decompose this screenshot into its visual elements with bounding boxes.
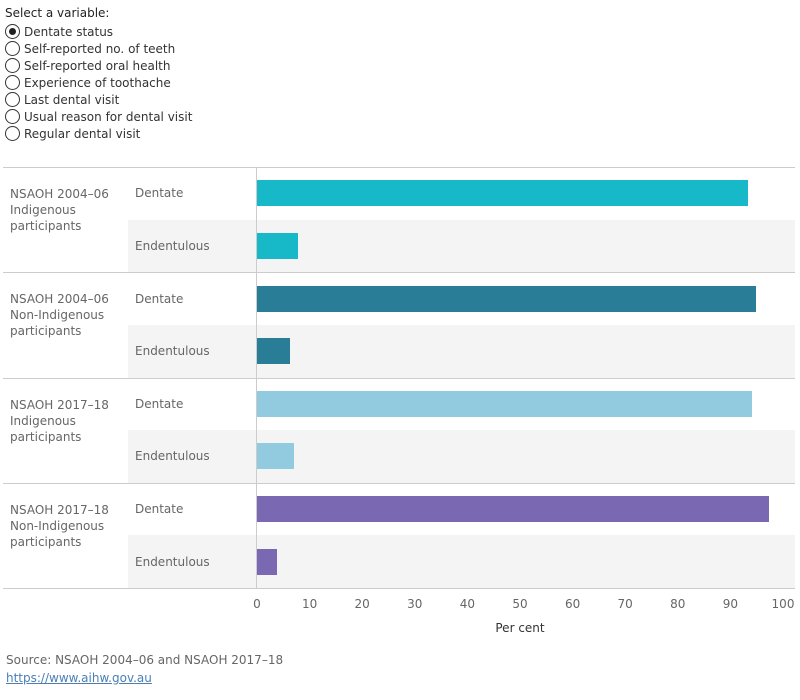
radio[interactable] [5, 75, 20, 90]
radio-dot [9, 28, 16, 35]
x-tick-label: 90 [722, 597, 739, 611]
radio-option[interactable]: Usual reason for dental visit [24, 110, 193, 124]
radio[interactable] [5, 58, 20, 73]
x-tick-label: 40 [459, 597, 476, 611]
axis-line [256, 167, 257, 588]
bar [257, 180, 748, 207]
x-tick-label: 0 [253, 597, 261, 611]
group-label: NSAOH 2017–18 Non-Indigenous participant… [10, 502, 109, 549]
radio-option[interactable]: Self-reported no. of teeth [24, 42, 176, 56]
radio[interactable] [5, 126, 20, 141]
separator [3, 167, 795, 168]
radio-option[interactable]: Experience of toothache [24, 76, 171, 90]
x-axis-title: Per cent [495, 621, 545, 635]
control-label: Select a variable: [5, 6, 110, 20]
x-tick-label: 70 [617, 597, 633, 611]
group-label: NSAOH 2017–18 Indigenous participants [10, 397, 109, 444]
x-tick-label: 10 [301, 597, 318, 611]
bar [257, 443, 294, 470]
bar [257, 548, 277, 575]
bar [257, 496, 769, 523]
x-tick-label: 20 [354, 597, 370, 611]
category-label: Dentate [135, 291, 184, 306]
category-label: Dentate [135, 396, 184, 411]
x-tick-label: 60 [564, 597, 581, 611]
bar [257, 232, 299, 259]
group-label: NSAOH 2004–06 Non-Indigenous participant… [10, 292, 109, 339]
x-tick-label: 100 [771, 597, 795, 611]
bar [257, 390, 752, 417]
row-band [128, 219, 795, 273]
x-tick-label: 80 [670, 597, 686, 611]
x-tick-label: 50 [512, 597, 528, 611]
separator [3, 482, 795, 484]
radio-option[interactable]: Self-reported oral health [24, 59, 171, 73]
separator [3, 588, 795, 589]
row-band [128, 430, 795, 483]
radio[interactable] [5, 92, 20, 107]
radio[interactable] [5, 41, 20, 56]
category-label: Endentulous [135, 554, 210, 569]
source: Source: NSAOH 2004–06 and NSAOH 2017–18 [6, 653, 284, 667]
radio[interactable] [5, 109, 20, 124]
group-label: NSAOH 2004–06 Indigenous participants [10, 187, 109, 233]
row-band [128, 324, 795, 378]
bar [257, 285, 757, 312]
bar [257, 338, 291, 365]
separator [3, 377, 795, 379]
category-label: Dentate [135, 502, 184, 517]
radio-option[interactable]: Regular dental visit [24, 127, 141, 141]
category-label: Dentate [135, 186, 184, 201]
link[interactable]: https://www.aihw.gov.au [6, 671, 152, 685]
category-label: Endentulous [135, 238, 210, 253]
category-label: Endentulous [135, 344, 210, 359]
separator [3, 272, 795, 274]
radio-option[interactable]: Dentate status [24, 25, 114, 39]
radio-option[interactable]: Last dental visit [24, 93, 120, 107]
row-band [128, 535, 795, 588]
category-label: Endentulous [135, 449, 210, 464]
x-tick-label: 30 [407, 597, 423, 611]
